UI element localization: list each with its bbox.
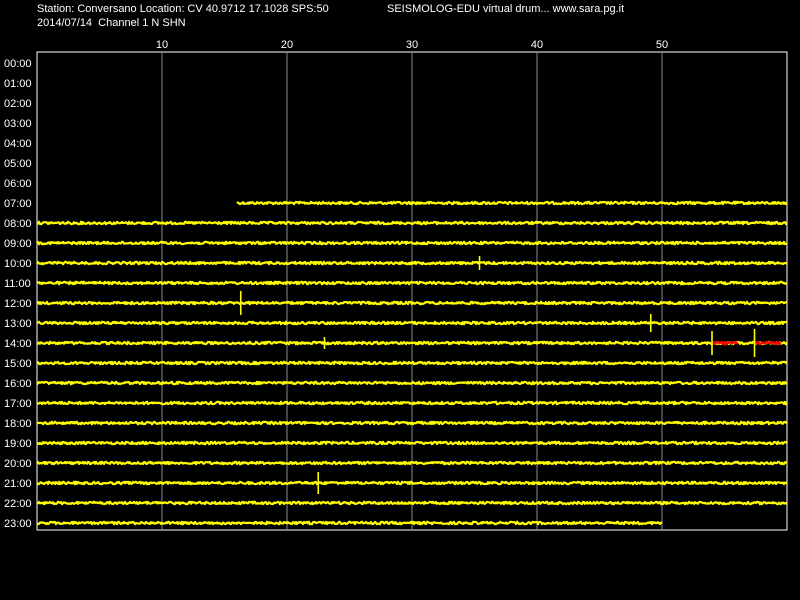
trace-1500 [36, 360, 788, 366]
trace-1200 [36, 300, 788, 306]
hour-label: 04:00 [4, 138, 32, 150]
minute-ticks: 10 20 30 40 50 [156, 39, 668, 51]
hour-label: 18:00 [4, 418, 32, 430]
hour-label: 12:00 [4, 298, 32, 310]
hour-label: 06:00 [4, 178, 32, 190]
hour-label: 01:00 [4, 78, 32, 90]
trace-1000 [36, 260, 788, 266]
minute-tick-label: 10 [156, 39, 168, 51]
hour-labels: 00:00 01:00 02:00 03:00 04:00 05:00 06:00 07:00… [4, 58, 32, 530]
trace-1400 [36, 340, 788, 346]
trace-1300 [36, 320, 788, 326]
seismic-traces [36, 200, 788, 526]
hour-label: 08:00 [4, 218, 32, 230]
event-segment [753, 340, 782, 346]
hour-label: 15:00 [4, 358, 32, 370]
trace-1800 [36, 420, 788, 426]
hour-label: 07:00 [4, 198, 32, 210]
trace-0900 [36, 240, 788, 246]
minute-tick-label: 50 [656, 39, 668, 51]
trace-2200 [36, 500, 788, 506]
trace-0800 [36, 220, 788, 226]
hour-label: 22:00 [4, 498, 32, 510]
trace-1700 [36, 400, 788, 406]
event-segment [711, 340, 739, 346]
hour-label: 20:00 [4, 458, 32, 470]
minute-tick-label: 30 [406, 39, 418, 51]
trace-0700 [236, 200, 788, 206]
hour-label: 10:00 [4, 258, 32, 270]
station-info: Station: Conversano Location: CV 40.9712… [37, 3, 329, 15]
hour-label: 17:00 [4, 398, 32, 410]
trace-2100 [36, 480, 788, 486]
hour-label: 11:00 [4, 278, 31, 290]
hour-label: 13:00 [4, 318, 32, 330]
trace-1600 [36, 380, 788, 386]
date-channel-info: 2014/07/14 Channel 1 N SHN [37, 17, 186, 29]
trace-2300 [36, 520, 663, 526]
hour-label: 09:00 [4, 238, 32, 250]
program-info: SEISMOLOG-EDU virtual drum... www.sara.p… [387, 3, 625, 15]
hour-label: 03:00 [4, 118, 32, 130]
minute-tick-label: 40 [531, 39, 543, 51]
minute-tick-label: 20 [281, 39, 293, 51]
hour-label: 21:00 [4, 478, 32, 490]
trace-1100 [36, 280, 788, 286]
hour-label: 05:00 [4, 158, 32, 170]
grid-lines [161, 52, 663, 530]
trace-1900 [36, 440, 788, 446]
hour-label: 02:00 [4, 98, 32, 110]
trace-2000 [36, 460, 788, 466]
hour-label: 14:00 [4, 338, 32, 350]
hour-label: 16:00 [4, 378, 32, 390]
hour-label: 19:00 [4, 438, 32, 450]
hour-label: 00:00 [4, 58, 32, 70]
hour-label: 23:00 [4, 518, 32, 530]
